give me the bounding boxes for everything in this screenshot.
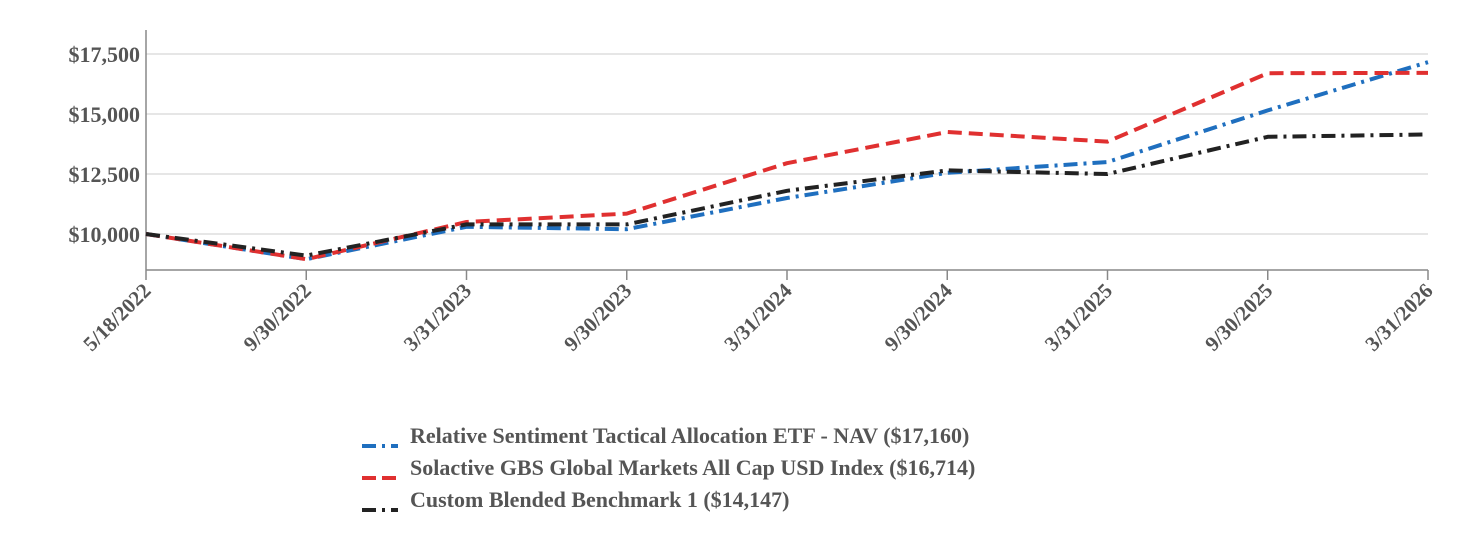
x-tick-label: 9/30/2024 (880, 278, 958, 356)
y-tick-label: $12,500 (69, 162, 141, 187)
legend-label-nav: Relative Sentiment Tactical Allocation E… (410, 423, 970, 448)
series-line-benchmark (145, 132, 1429, 258)
legend-item-benchmark: Custom Blended Benchmark 1 ($14,147) (360, 484, 975, 516)
x-tick-label: 3/31/2023 (399, 279, 476, 356)
line-chart: $10,000 $12,500 $15,000 $17,500 5/18/2022 9/… (69, 30, 1438, 356)
legend-swatch-index (360, 463, 400, 480)
x-tick-label: 9/30/2022 (239, 279, 316, 356)
axes (145, 30, 1429, 280)
legend-swatch-nav (360, 431, 400, 448)
legend-swatch-benchmark (360, 495, 400, 512)
legend-item-index: Solactive GBS Global Markets All Cap USD… (360, 452, 975, 484)
legend: Relative Sentiment Tactical Allocation E… (360, 420, 975, 516)
gridlines (146, 53, 1428, 235)
x-tick-label: 3/31/2025 (1040, 279, 1117, 356)
y-tick-labels: $10,000 $12,500 $15,000 $17,500 (69, 42, 141, 247)
series-line-nav (145, 60, 1429, 262)
y-tick-label: $10,000 (69, 222, 141, 247)
x-tick-label: 9/30/2023 (559, 279, 636, 356)
series-lines (145, 60, 1429, 262)
y-tick-label: $17,500 (69, 42, 141, 67)
y-tick-label: $15,000 (69, 102, 141, 127)
legend-item-nav: Relative Sentiment Tactical Allocation E… (360, 420, 975, 452)
legend-label-index: Solactive GBS Global Markets All Cap USD… (410, 455, 976, 480)
x-tick-label: 3/31/2024 (719, 278, 797, 356)
x-tick-label: 5/18/2022 (78, 279, 155, 356)
legend-label-benchmark: Custom Blended Benchmark 1 ($14,147) (410, 487, 790, 512)
x-tick-labels: 5/18/2022 9/30/2022 3/31/2023 9/30/2023 3/31… (78, 278, 1437, 356)
x-tick-label: 3/31/2026 (1360, 279, 1437, 356)
x-tick-label: 9/30/2025 (1200, 279, 1277, 356)
series-line-index (145, 70, 1429, 262)
